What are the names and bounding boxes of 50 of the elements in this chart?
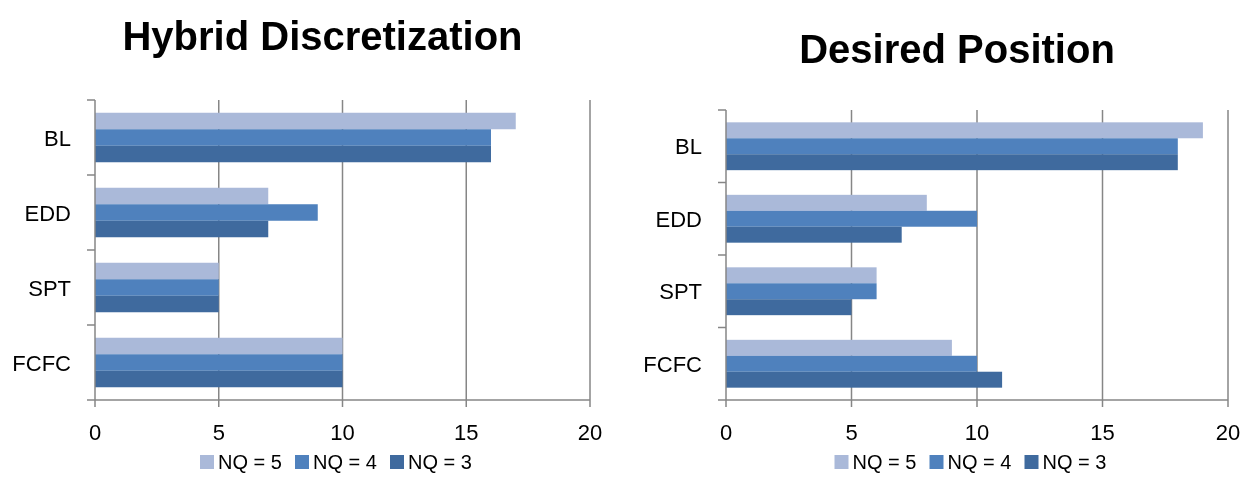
- x-tick-label: 15: [454, 420, 479, 445]
- bar: [726, 267, 877, 284]
- x-tick-label: 15: [1090, 420, 1115, 445]
- x-tick-label: 10: [330, 420, 355, 445]
- x-tick-label: 20: [1215, 420, 1241, 445]
- y-tick-label: EDD: [24, 200, 71, 226]
- y-tick-label: BL: [44, 125, 71, 151]
- bar: [95, 220, 269, 238]
- bar: [726, 339, 952, 356]
- y-tick-label: SPT: [28, 275, 71, 301]
- chart-title: Hybrid Discretization: [122, 14, 523, 58]
- bar: [726, 194, 927, 211]
- bar: [95, 295, 219, 313]
- bar: [95, 279, 219, 296]
- x-tick-label: 5: [845, 420, 858, 445]
- bar: [95, 187, 269, 205]
- bar: [726, 122, 1203, 139]
- x-tick-label: 5: [212, 420, 225, 445]
- bar: [95, 129, 491, 146]
- bar: [95, 262, 219, 280]
- y-tick-label: EDD: [655, 206, 702, 232]
- y-tick-label: FCFC: [643, 351, 703, 377]
- legend-label: NQ = 5: [218, 451, 282, 473]
- legend-label: NQ = 4: [313, 451, 377, 473]
- bar: [726, 154, 1178, 171]
- chart-title: Desired Position: [799, 27, 1115, 71]
- bar: [95, 337, 343, 355]
- bar: [726, 299, 852, 316]
- legend-label: NQ = 4: [947, 451, 1012, 473]
- legend-label: NQ = 3: [1042, 451, 1107, 473]
- bar: [726, 138, 1178, 155]
- bar: [726, 283, 877, 300]
- legend-label: NQ = 5: [852, 451, 917, 473]
- bar: [95, 112, 516, 130]
- bar: [726, 226, 902, 243]
- bar: [95, 354, 343, 371]
- bar: [726, 355, 977, 372]
- bar: [726, 371, 1003, 388]
- legend-label: NQ = 3: [408, 451, 472, 473]
- bar: [726, 210, 977, 227]
- x-tick-label: 0: [88, 420, 102, 445]
- y-tick-label: BL: [675, 134, 702, 160]
- y-tick-label: SPT: [659, 279, 702, 305]
- bar: [95, 370, 343, 388]
- y-tick-label: FCFC: [12, 350, 72, 376]
- x-tick-label: 0: [719, 420, 733, 445]
- x-tick-label: 20: [577, 420, 603, 445]
- bar: [95, 145, 491, 163]
- bar: [95, 204, 318, 221]
- x-tick-label: 10: [964, 420, 990, 445]
